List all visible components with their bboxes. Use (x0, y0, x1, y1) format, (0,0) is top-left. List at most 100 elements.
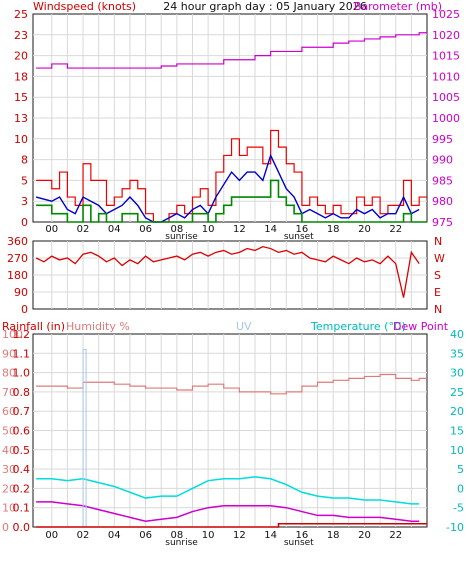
humidity-y-tick: 10 (2, 502, 16, 515)
hour-tick-label: 20 (358, 530, 371, 541)
hour-tick-label: 22 (389, 224, 402, 235)
rain-y-tick: 0.4 (13, 463, 31, 476)
hour-tick-label: 22 (389, 530, 402, 541)
wind-y-tick: 10 (14, 133, 28, 146)
date-title: 24 hour graph day : 05 January 2026 (163, 0, 367, 13)
humidity-y-tick: 70 (2, 386, 16, 399)
baro-y-tick: 1005 (432, 91, 460, 104)
direction-y-tick: 180 (7, 269, 28, 282)
series-humidity (36, 373, 427, 395)
temp-y-tick: 35 (450, 347, 464, 360)
series-direction (35, 245, 420, 298)
sunset-label: sunset (284, 232, 314, 242)
humidity-y-tick: 30 (2, 463, 16, 476)
compass-tick: N (434, 303, 442, 316)
wind-y-tick: 15 (14, 91, 28, 104)
hour-tick-label: 16 (296, 224, 309, 235)
series-dew (36, 501, 420, 522)
rain-label: Rainfall (in) (2, 320, 65, 333)
hour-tick-label: 18 (327, 530, 340, 541)
hour-tick-label: 00 (45, 224, 58, 235)
rain-y-tick: 1.2 (13, 328, 31, 341)
humidity-y-tick: 0 (2, 521, 9, 534)
hour-tick-label: 02 (77, 530, 90, 541)
compass-tick: N (434, 235, 442, 248)
temp-y-tick: 15 (450, 425, 464, 438)
temp-y-tick: -5 (453, 502, 464, 515)
hour-tick-label: 02 (77, 224, 90, 235)
baro-y-tick: 1025 (432, 8, 460, 21)
humidity-y-tick: 90 (2, 347, 16, 360)
series-gust-wind (36, 129, 427, 223)
direction-y-tick: 0 (21, 303, 28, 316)
rain-y-tick: 1.0 (13, 367, 31, 380)
hour-tick-label: 06 (139, 530, 152, 541)
hour-tick-label: 10 (202, 530, 215, 541)
sunset-label: sunset (284, 538, 314, 548)
temp-y-tick: 30 (450, 367, 464, 380)
baro-y-tick: 985 (432, 174, 453, 187)
temp-y-tick: 10 (450, 444, 464, 457)
series-temp (36, 476, 420, 505)
direction-y-tick: 90 (14, 286, 28, 299)
series-baro (36, 32, 427, 69)
humidity-y-tick: 60 (2, 405, 16, 418)
baro-y-tick: 1015 (432, 50, 460, 63)
hour-tick-label: 18 (327, 224, 340, 235)
compass-tick: S (434, 269, 441, 282)
series-rain (36, 523, 427, 528)
humidity-y-tick: 40 (2, 444, 16, 457)
wind-y-tick: 23 (14, 29, 28, 42)
baro-y-tick: 990 (432, 154, 453, 167)
rain-y-tick: 0.6 (13, 425, 31, 438)
hour-tick-label: 14 (264, 224, 277, 235)
temp-y-tick: -10 (446, 521, 464, 534)
wind-y-tick: 5 (21, 174, 28, 187)
humidity-y-tick: 80 (2, 367, 16, 380)
hour-tick-label: 06 (139, 224, 152, 235)
rain-y-tick: 0.0 (13, 521, 31, 534)
baro-y-tick: 995 (432, 133, 453, 146)
dew-label: Dew Point (393, 320, 449, 333)
wind-y-tick: 25 (14, 8, 28, 21)
direction-y-tick: 360 (7, 235, 28, 248)
hour-tick-label: 08 (170, 224, 183, 235)
rain-y-tick: 0.5 (13, 444, 31, 457)
temp-y-tick: 25 (450, 386, 464, 399)
baro-y-tick: 975 (432, 216, 453, 229)
series-avg-wind (35, 153, 420, 223)
wind-y-tick: 18 (14, 70, 28, 83)
humidity-y-tick: 50 (2, 425, 16, 438)
humidity-label: Humidity % (66, 320, 130, 333)
temp-y-tick: 0 (457, 482, 464, 495)
hour-tick-label: 12 (233, 530, 246, 541)
temp-label: Temperature (°C) (310, 320, 406, 333)
hour-tick-label: 10 (202, 224, 215, 235)
baro-y-tick: 1010 (432, 70, 460, 83)
hour-tick-label: 20 (358, 224, 371, 235)
hour-tick-label: 14 (264, 530, 277, 541)
rain-y-tick: 0.8 (13, 386, 31, 399)
uv-label: UV (236, 320, 252, 333)
humidity-y-tick: 20 (2, 482, 16, 495)
uv-bar (82, 348, 87, 528)
hour-tick-label: 12 (233, 224, 246, 235)
temp-y-tick: 5 (457, 463, 464, 476)
baro-y-tick: 980 (432, 195, 453, 208)
wind-y-tick: 8 (21, 154, 28, 167)
compass-tick: W (434, 252, 445, 265)
wind-title: Windspeed (knots) (33, 0, 136, 13)
rain-y-tick: 0.1 (13, 502, 31, 515)
wind-y-tick: 0 (21, 216, 28, 229)
wind-y-tick: 20 (14, 50, 28, 63)
wind-y-tick: 3 (21, 195, 28, 208)
rain-y-tick: 0.7 (13, 405, 31, 418)
wind-y-tick: 13 (14, 112, 28, 125)
baro-y-tick: 1000 (432, 112, 460, 125)
compass-tick: E (434, 286, 441, 299)
direction-y-tick: 270 (7, 252, 28, 265)
sunrise-label: sunrise (165, 232, 198, 242)
rain-y-tick: 0.2 (13, 482, 31, 495)
hour-tick-label: 04 (108, 530, 121, 541)
